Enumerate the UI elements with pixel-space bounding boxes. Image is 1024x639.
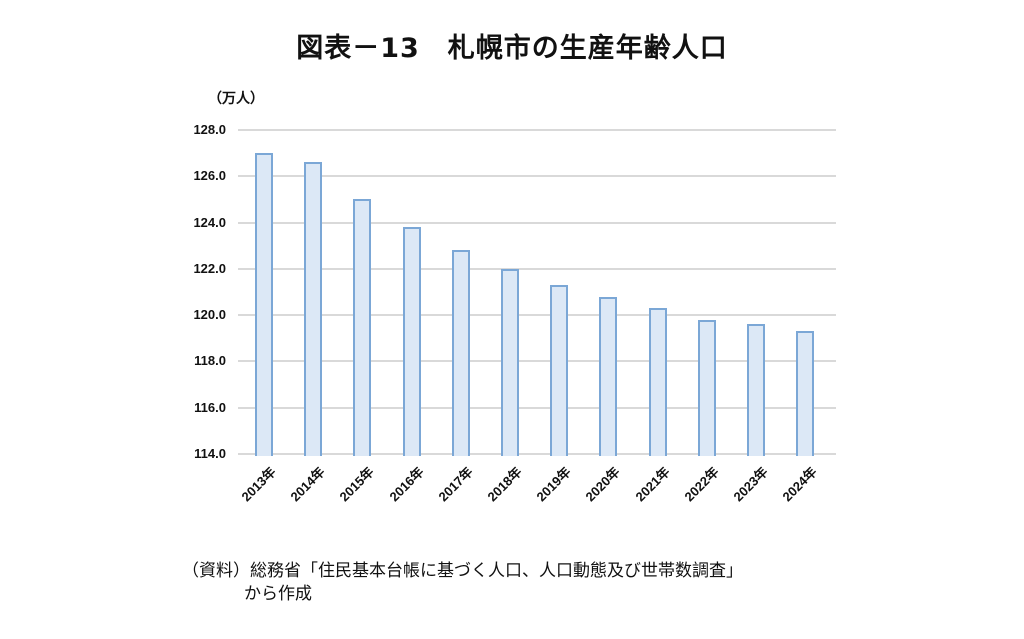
y-tick-label: 120.0 <box>193 307 226 323</box>
bar-2020年 <box>599 296 618 456</box>
y-tick-label: 126.0 <box>193 168 226 184</box>
source-line-1: （資料）総務省「住民基本台帳に基づく人口、人口動態及び世帯数調査」 <box>182 561 743 581</box>
chart-title: 図表－13 札幌市の生産年齢人口 <box>296 33 728 64</box>
x-tick-label: 2024年 <box>779 464 820 505</box>
y-tick-label: 116.0 <box>194 399 226 415</box>
y-tick-label: 128.0 <box>193 122 226 137</box>
y-axis-unit-label: （万人） <box>208 91 264 107</box>
gridline <box>238 453 836 455</box>
bar-2014年 <box>304 162 323 456</box>
bar-2017年 <box>451 250 470 456</box>
bar-2024年 <box>796 331 815 456</box>
x-tick-label: 2022年 <box>681 464 722 505</box>
x-tick-label: 2021年 <box>632 464 673 505</box>
x-tick-label: 2019年 <box>533 464 574 505</box>
x-tick-label: 2016年 <box>386 464 427 505</box>
source-note: （資料）総務省「住民基本台帳に基づく人口、人口動態及び世帯数調査」 から作成 <box>182 560 743 606</box>
bar-2019年 <box>550 285 569 456</box>
x-tick-label: 2014年 <box>287 464 328 505</box>
gridline <box>238 267 836 270</box>
y-tick-label: 118.0 <box>194 353 226 369</box>
y-tick-label: 114.0 <box>194 446 226 461</box>
x-tick-label: 2013年 <box>238 464 279 505</box>
x-tick-label: 2020年 <box>582 464 624 505</box>
bar-2022年 <box>697 319 716 456</box>
gridline <box>238 360 836 363</box>
bar-2015年 <box>353 199 372 456</box>
bar-2021年 <box>648 308 667 456</box>
x-tick-label: 2018年 <box>484 464 525 505</box>
bar-2013年 <box>255 153 273 456</box>
gridline <box>238 314 836 317</box>
bar-2016年 <box>402 227 421 456</box>
gridline <box>238 129 836 131</box>
gridline <box>238 221 836 224</box>
gridline <box>238 406 836 409</box>
y-tick-label: 122.0 <box>193 260 226 276</box>
gridline <box>238 175 836 178</box>
bar-2018年 <box>501 268 519 456</box>
bar-2023年 <box>747 324 765 456</box>
x-tick-label: 2017年 <box>435 464 476 505</box>
y-tick-label: 124.0 <box>193 214 226 230</box>
x-tick-label: 2015年 <box>336 464 378 505</box>
x-tick-label: 2023年 <box>730 464 771 505</box>
source-line-2: から作成 <box>244 584 312 604</box>
